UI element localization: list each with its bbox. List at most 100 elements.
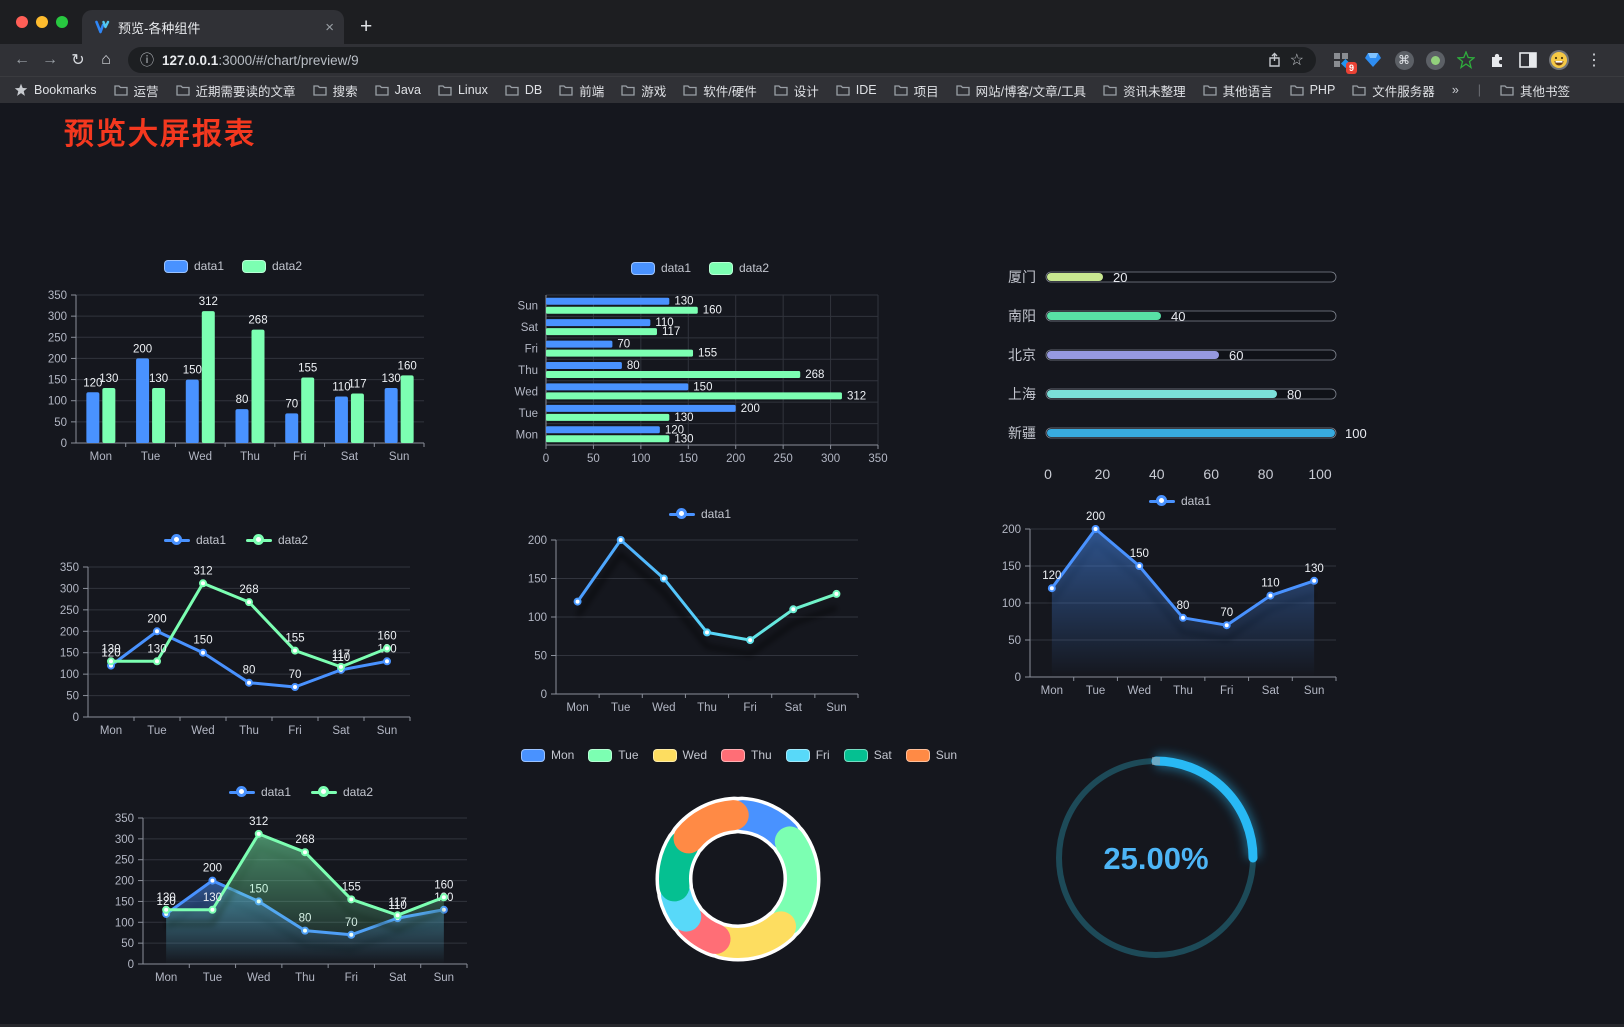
line-series-data1[interactable]: 120 200 150 80 70 110 130 bbox=[1042, 511, 1324, 677]
bookmark-item[interactable]: Linux bbox=[438, 83, 488, 97]
back-button[interactable]: ← bbox=[14, 51, 30, 68]
bar-series-data2[interactable]: 130 130 312 268 155 117 160 bbox=[99, 296, 417, 443]
emoji-extension-icon[interactable] bbox=[1549, 50, 1569, 70]
legend-item-Tue[interactable]: Tue bbox=[588, 748, 639, 762]
legend-item-data2[interactable]: data2 bbox=[246, 533, 308, 547]
chart-canvas[interactable]: 0 50 100 150 200 Mon Tue Wed Thu Fri Sat Sun bbox=[500, 498, 900, 724]
bar bbox=[546, 319, 651, 327]
chart-canvas[interactable]: 0 50 100 150 200 250 300 350 Mon Tue Wed Thu Fri Sat S… bbox=[95, 768, 507, 1000]
puzzle-extension-icon[interactable] bbox=[1487, 50, 1507, 70]
grouped-bar-chart[interactable]: data1 data2 0 50 100 150 200 250 300 350 Mon Tue Wed… bbox=[30, 251, 436, 473]
line-series-data1[interactable] bbox=[573, 536, 841, 657]
donut-pie-chart[interactable]: Mon Tue Wed Thu Fri Sat Sun bbox=[520, 743, 957, 1003]
gauge-start-tick bbox=[1152, 757, 1160, 765]
bookmark-item[interactable]: IDE bbox=[836, 83, 877, 97]
svg-text:200: 200 bbox=[1086, 511, 1105, 523]
chart-canvas[interactable] bbox=[558, 743, 920, 1003]
percentage-gauge[interactable]: 25.00% bbox=[1036, 738, 1276, 983]
pie-slice-Tue[interactable] bbox=[771, 826, 817, 936]
bookmarks-root[interactable]: Bookmarks bbox=[14, 83, 97, 97]
legend-item-data2[interactable]: data2 bbox=[242, 259, 302, 273]
close-window-button[interactable] bbox=[16, 16, 28, 28]
legend-item-Sat[interactable]: Sat bbox=[843, 748, 892, 762]
bookmark-item[interactable]: 搜索 bbox=[312, 81, 358, 100]
grouped-horizontal-bar-chart[interactable]: data1 data2 0 50 100 150 200 250 300 350 Sun Sat Fri… bbox=[500, 253, 900, 475]
svg-text:50: 50 bbox=[1008, 635, 1021, 647]
legend-item-data2[interactable]: data2 bbox=[709, 261, 769, 275]
bookmark-item[interactable]: 资讯未整理 bbox=[1103, 81, 1186, 100]
url-bar[interactable]: ⓘ 127.0.0.1:3000/#/chart/preview/9 ☆ bbox=[128, 47, 1316, 73]
bookmark-item[interactable]: PHP bbox=[1289, 83, 1335, 97]
legend-item-data1[interactable]: data1 bbox=[163, 259, 224, 273]
svg-text:250: 250 bbox=[774, 453, 793, 465]
line-series-data2[interactable]: 130 130 312 268 155 117 160 bbox=[101, 565, 397, 671]
bookmark-item[interactable]: 近期需要读的文章 bbox=[175, 81, 296, 100]
bookmark-item[interactable]: Java bbox=[374, 83, 421, 97]
bookmarks-overflow-button[interactable]: » bbox=[1451, 83, 1459, 97]
double-area-line-chart[interactable]: data1 data2 0 50 100 150 200 250 300 350 Mon Tue Wed… bbox=[95, 768, 507, 1000]
pie-slice-Wed[interactable] bbox=[708, 911, 797, 958]
legend-item-data1[interactable]: data1 bbox=[1148, 494, 1211, 508]
legend-marker bbox=[652, 748, 677, 762]
browser-tab[interactable]: 预览-各种组件 × bbox=[82, 10, 344, 44]
pie-slice-Sun[interactable] bbox=[673, 800, 749, 854]
legend-item-data1[interactable]: data1 bbox=[228, 785, 291, 799]
line-series-data1[interactable]: 120 200 150 80 70 110 130 bbox=[101, 613, 397, 691]
bookmark-item[interactable]: 游戏 bbox=[621, 81, 666, 100]
legend-item-Fri[interactable]: Fri bbox=[785, 748, 830, 762]
record-extension-icon[interactable] bbox=[1425, 50, 1445, 70]
bar bbox=[546, 426, 660, 434]
share-icon[interactable] bbox=[1267, 52, 1282, 68]
legend-item-Mon[interactable]: Mon bbox=[520, 748, 574, 762]
bookmark-item[interactable]: 文件服务器 bbox=[1352, 81, 1435, 100]
home-button[interactable]: ⌂ bbox=[101, 51, 111, 68]
bookmark-item[interactable]: DB bbox=[505, 83, 542, 97]
sidebar-extension-icon[interactable] bbox=[1518, 50, 1538, 70]
bookmark-item[interactable]: 设计 bbox=[774, 81, 819, 100]
tab-close-icon[interactable]: × bbox=[325, 18, 334, 36]
bookmark-item[interactable]: 其他语言 bbox=[1202, 81, 1273, 100]
reload-button[interactable]: ↻ bbox=[71, 52, 85, 69]
chart-canvas[interactable]: 0 50 100 150 200 250 300 350 Mon Tue Wed Thu Fri Sat S… bbox=[30, 251, 436, 473]
minimize-window-button[interactable] bbox=[36, 16, 48, 28]
star-extension-icon[interactable] bbox=[1456, 50, 1476, 70]
legend-item-data1[interactable]: data1 bbox=[668, 507, 731, 521]
site-info-icon[interactable]: ⓘ bbox=[140, 52, 154, 68]
new-tab-button[interactable]: + bbox=[360, 15, 373, 38]
legend-marker bbox=[843, 748, 868, 762]
tab-title: 预览-各种组件 bbox=[118, 20, 201, 36]
browser-menu-icon[interactable]: ⋮ bbox=[1586, 52, 1602, 69]
bookmark-star-icon[interactable]: ☆ bbox=[1289, 52, 1304, 69]
command-extension-icon[interactable]: ⌘ bbox=[1394, 50, 1414, 70]
bookmark-item[interactable]: 前端 bbox=[559, 81, 604, 100]
forward-button[interactable]: → bbox=[42, 51, 58, 68]
gem-extension-icon[interactable] bbox=[1363, 50, 1383, 70]
chart-canvas[interactable]: 25.00% bbox=[1036, 738, 1276, 983]
multi-line-chart[interactable]: data1 data2 0 50 100 150 200 250 300 350 Mon Tue Wed… bbox=[30, 523, 442, 751]
legend-item-data1[interactable]: data1 bbox=[630, 261, 691, 275]
chart-canvas[interactable]: 0 50 100 150 200 250 300 350 Sun Sat Fri Thu Wed Tue M… bbox=[500, 253, 900, 475]
gradient-line-chart[interactable]: data1 0 50 100 150 200 Mon Tue Wed Thu Fri Sat Sun bbox=[500, 498, 900, 724]
zoom-window-button[interactable] bbox=[56, 16, 68, 28]
area-line-chart[interactable]: data1 0 50 100 150 200 Mon Tue Wed Thu Fri Sat Sun 12… bbox=[980, 489, 1380, 709]
bookmark-item[interactable]: 项目 bbox=[893, 81, 939, 100]
bookmark-item[interactable]: 运营 bbox=[113, 81, 159, 100]
legend-item-Sun[interactable]: Sun bbox=[905, 748, 957, 762]
chart-canvas[interactable]: 厦门 20 南阳 40 北京 60 上海 80 新疆 100 0 20 40 60 80 100 bbox=[980, 253, 1380, 493]
city-progress-chart[interactable]: 厦门 20 南阳 40 北京 60 上海 80 新疆 100 0 20 40 60 80 100 bbox=[980, 253, 1380, 493]
legend-item-Thu[interactable]: Thu bbox=[721, 748, 772, 762]
legend-item-data1[interactable]: data1 bbox=[163, 533, 226, 547]
legend-marker bbox=[721, 748, 745, 762]
bookmark-item[interactable]: 网站/博客/文章/工具 bbox=[955, 81, 1086, 100]
bar-series-data2[interactable]: 130 130 312 268 155 117 160 bbox=[546, 305, 866, 446]
extension-grid-icon[interactable]: 9 bbox=[1332, 50, 1357, 74]
bookmark-item[interactable]: 软件/硬件 bbox=[683, 81, 757, 100]
legend-item-data2[interactable]: data2 bbox=[311, 785, 373, 799]
chart-canvas[interactable]: 0 50 100 150 200 250 300 350 Mon Tue Wed Thu Fri Sat S… bbox=[30, 523, 442, 751]
line-series-data2[interactable]: 130 130 312 268 155 117 160 bbox=[157, 816, 454, 964]
other-bookmarks-folder[interactable]: 其他书签 bbox=[1500, 81, 1570, 100]
legend-item-Wed[interactable]: Wed bbox=[652, 748, 707, 762]
